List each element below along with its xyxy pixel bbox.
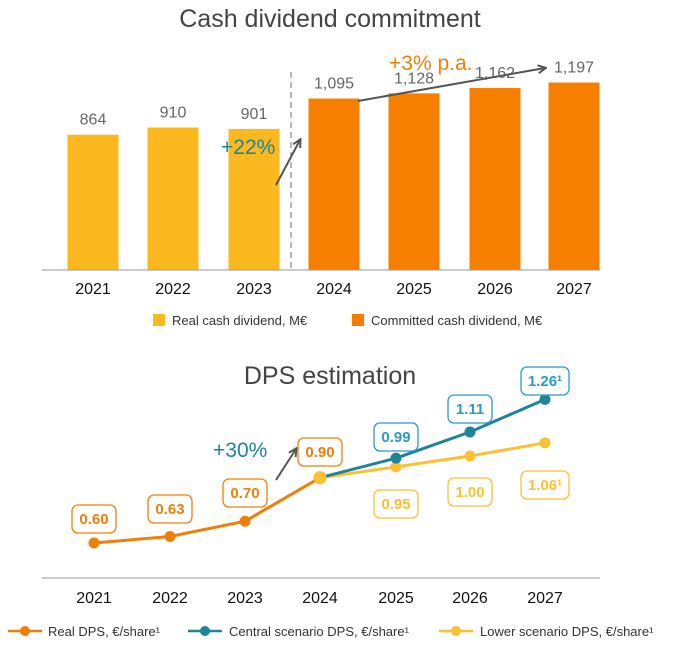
bar-tick-2024: 2024 <box>316 281 352 298</box>
legend-marker-lower-dps <box>451 626 461 636</box>
bar-chart: Cash dividend commitment 2021 2022 2023 202… <box>42 5 600 328</box>
legend-swatch-committed-cash <box>352 314 364 326</box>
line-tick-2026: 2026 <box>452 590 488 607</box>
label-real-dps-2023: 0.70 <box>230 485 259 502</box>
line-tick-2027: 2027 <box>527 590 563 607</box>
bar-tick-2026: 2026 <box>477 281 513 298</box>
label-box-lower-dps-2025 <box>373 489 419 519</box>
bar-chart-title: Cash dividend commitment <box>179 5 481 33</box>
line-tick-2023: 2023 <box>227 590 263 607</box>
line-tick-2024: 2024 <box>302 590 338 607</box>
growth-annotation-22: +22% <box>221 136 275 159</box>
point-real-dps-2021 <box>88 537 100 549</box>
label-box-central-dps-2025 <box>373 422 419 452</box>
line-central-dps <box>319 398 546 480</box>
label-real-dps-2022: 0.63 <box>155 501 184 518</box>
label-real-dps-2024: 0.90 <box>305 444 334 461</box>
label-box-lower-dps-2027 <box>520 470 570 500</box>
legend-label-real-dps: Real DPS, €/share¹ <box>48 624 161 639</box>
line-tick-2022: 2022 <box>152 590 188 607</box>
legend-label-real-cash: Real cash dividend, M€ <box>172 313 308 328</box>
label-box-central-dps-2026 <box>447 394 493 424</box>
legend-label-lower-dps: Lower scenario DPS, €/share¹ <box>480 624 654 639</box>
bar-label-2025: 1,128 <box>394 70 434 87</box>
label-real-dps-2021: 0.60 <box>79 511 108 528</box>
line-lower-dps <box>319 441 546 480</box>
label-lower-dps-2027: 1.06¹ <box>528 477 562 494</box>
line-value-labels: 0.60 0.63 0.70 0.90 0.99 1.11 1.26¹ 0.95 1.00 1.0… <box>71 366 570 534</box>
point-central-dps-2026 <box>464 426 476 438</box>
label-box-lower-dps-2026 <box>447 477 493 507</box>
bar-legend: Real cash dividend, M€ Committed cash di… <box>153 313 543 328</box>
line-series <box>88 393 551 549</box>
label-box-real-dps-2021 <box>71 504 117 534</box>
line-tick-2025: 2025 <box>378 590 414 607</box>
bar-tick-2025: 2025 <box>396 281 432 298</box>
point-central-dps-2025 <box>390 452 402 464</box>
legend-label-central-dps: Central scenario DPS, €/share¹ <box>229 624 410 639</box>
bar-2026 <box>469 88 521 271</box>
bar-label-2022: 910 <box>160 104 187 121</box>
growth-annotation-30: +30% <box>213 439 267 462</box>
label-central-dps-2025: 0.99 <box>381 429 410 446</box>
legend-label-committed-cash: Committed cash dividend, M€ <box>371 313 543 328</box>
label-box-central-dps-2027 <box>520 366 570 396</box>
label-central-dps-2027: 1.26¹ <box>528 373 562 390</box>
line-legend: Real DPS, €/share¹ Central scenario DPS,… <box>8 624 654 639</box>
label-lower-dps-2025: 0.95 <box>381 496 410 513</box>
bar-tick-2027: 2027 <box>556 281 592 298</box>
bar-label-2023: 901 <box>241 106 268 123</box>
growth-arrow-30 <box>275 449 296 481</box>
legend-marker-real-dps <box>20 626 30 636</box>
bar-tick-2022: 2022 <box>155 281 191 298</box>
bar-2027 <box>548 82 600 270</box>
bar-marks <box>67 82 600 271</box>
point-real-dps-2022 <box>164 530 176 542</box>
bar-tick-2023: 2023 <box>236 281 272 298</box>
bar-2021 <box>67 134 119 270</box>
line-tick-labels: 2021 2022 2023 2024 2025 2026 2027 <box>76 590 563 607</box>
line-tick-2021: 2021 <box>76 590 112 607</box>
point-real-dps-2023 <box>239 515 251 527</box>
point-lower-dps-2025 <box>390 461 402 473</box>
point-central-dps-2024 <box>313 471 327 485</box>
label-box-real-dps-2024 <box>297 437 343 467</box>
growth-arrow-3pa <box>357 68 545 102</box>
legend-marker-central-dps <box>200 626 210 636</box>
bar-tick-labels: 2021 2022 2023 2024 2025 2026 2027 <box>75 281 592 298</box>
growth-arrow-22 <box>275 140 300 186</box>
growth-annotation-3pa: +3% p.a. <box>389 52 472 75</box>
label-central-dps-2026: 1.11 <box>456 401 484 418</box>
point-lower-dps-2027 <box>539 437 551 449</box>
bar-2024 <box>308 98 360 270</box>
bar-2023 <box>228 128 280 270</box>
legend-swatch-real-cash <box>153 314 165 326</box>
point-central-dps-2027 <box>539 393 551 405</box>
bar-label-2027: 1,197 <box>554 60 594 77</box>
point-lower-dps-2026 <box>464 450 476 462</box>
line-real-dps <box>93 476 321 545</box>
label-box-real-dps-2022 <box>147 494 193 524</box>
label-box-real-dps-2023 <box>222 478 268 508</box>
line-chart: DPS estimation 2021 2022 2023 2024 2025 2026 2… <box>8 362 654 639</box>
bar-2022 <box>147 127 199 270</box>
bar-label-2021: 864 <box>80 112 107 129</box>
line-chart-title: DPS estimation <box>244 362 416 390</box>
label-lower-dps-2026: 1.00 <box>455 484 484 501</box>
bar-tick-2021: 2021 <box>75 281 111 298</box>
bar-label-2024: 1,095 <box>314 76 354 93</box>
bar-2025 <box>388 93 440 271</box>
